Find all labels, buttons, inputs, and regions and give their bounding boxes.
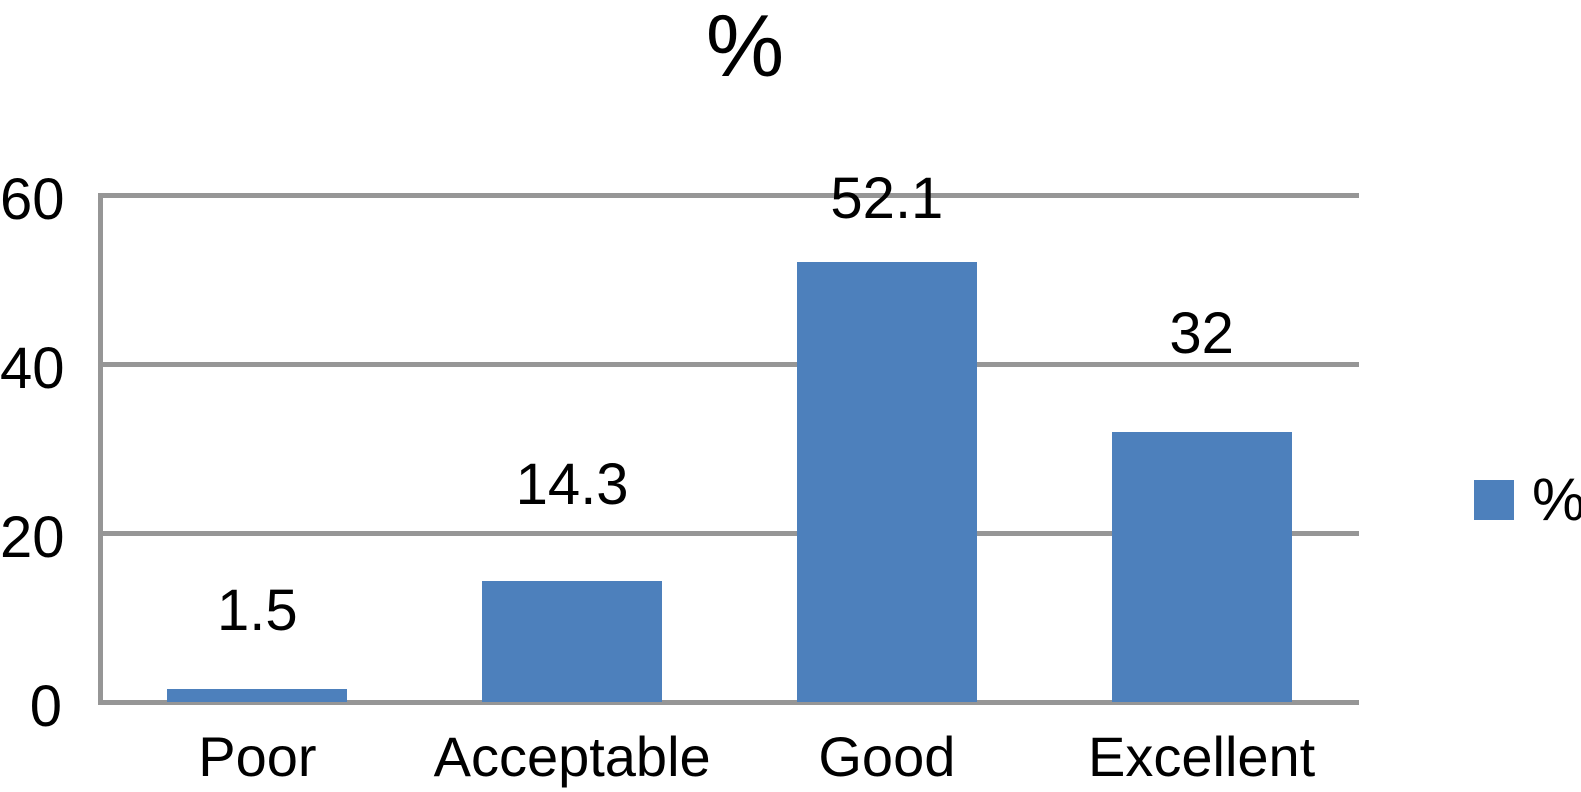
y-tick-label-20: 20: [0, 505, 65, 570]
x-tick-label-excellent: Excellent: [1088, 725, 1316, 788]
y-tick-label-40: 40: [0, 336, 65, 401]
gridline-40: [97, 361, 1359, 367]
bar-poor: [167, 689, 348, 702]
legend-label: %: [1532, 466, 1581, 533]
x-tick-label-good: Good: [818, 725, 956, 788]
bar-value-label-excellent: 32: [1169, 300, 1234, 366]
bar-value-label-poor: 1.5: [217, 578, 298, 644]
bar-acceptable: [482, 581, 663, 702]
y-tick-label-0: 0: [29, 674, 62, 739]
gridline-60: [97, 192, 1359, 198]
bar-good: [796, 261, 977, 702]
x-tick-label-poor: Poor: [198, 725, 317, 788]
y-tick-label-60: 60: [0, 167, 65, 232]
gridline-20: [97, 530, 1359, 536]
bar-excellent: [1111, 431, 1292, 702]
chart-title: %: [705, 0, 785, 95]
y-axis-line: [97, 195, 103, 702]
plot-area: 1.5 14.3 52.1 32: [97, 169, 1359, 705]
x-tick-label-acceptable: Acceptable: [433, 725, 711, 788]
legend-swatch: [1474, 480, 1514, 520]
bar-value-label-acceptable: 14.3: [515, 452, 629, 518]
bar-value-label-good: 52.1: [830, 165, 944, 231]
legend: %: [1474, 470, 1581, 530]
x-axis-line: [97, 699, 1359, 705]
